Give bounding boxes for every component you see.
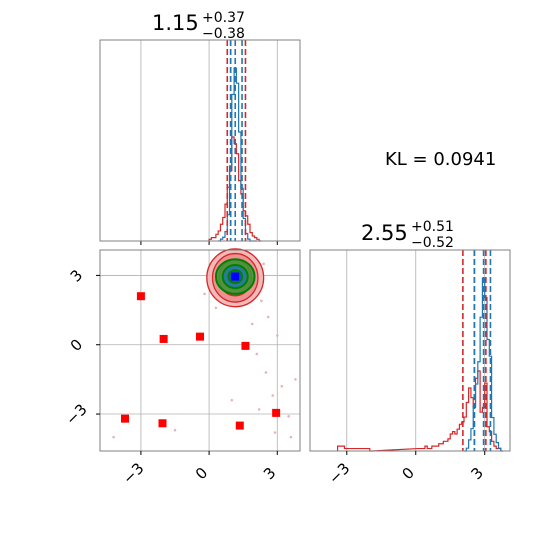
joint-y-tick-label: −3	[62, 400, 90, 428]
param2-title-plus: +0.51	[411, 219, 454, 235]
param1-quantile-lines	[226, 40, 247, 241]
joint-sample-point	[262, 262, 265, 266]
param1-title-plus: +0.37	[202, 10, 245, 26]
joint-red-square-marker	[196, 332, 204, 341]
param2-histogram-series-b	[336, 370, 502, 452]
param2-x-tick-label: 3	[467, 464, 486, 483]
param2-quantile-lines	[462, 250, 492, 451]
joint-sample-point	[275, 334, 279, 337]
param2-title-value: 2.55	[361, 221, 408, 245]
joint-sample-point	[230, 398, 234, 402]
joint-sample-point	[271, 394, 275, 397]
joint-sample-point	[203, 292, 206, 296]
joint-x-tick-label: 3	[260, 464, 279, 483]
param1-histogram-series-a	[218, 67, 257, 242]
param1-title-minus: −0.38	[202, 26, 245, 42]
joint-sample-point	[260, 299, 263, 303]
joint-sample-point	[266, 315, 270, 319]
param1-axes-frame	[99, 39, 301, 242]
joint-sample-point	[214, 306, 218, 310]
kl-divergence-label: KL = 0.0941	[385, 149, 496, 170]
param2-title-minus: −0.52	[411, 235, 454, 251]
joint-y-tick-label: 0	[67, 335, 86, 354]
joint-sample-point	[294, 378, 297, 381]
joint-true-point	[231, 272, 240, 281]
param1-marginal-panel: 1.15 +0.37 −0.38	[99, 10, 301, 245]
joint-sample-point	[287, 415, 290, 418]
joint-red-square-marker	[159, 334, 168, 343]
joint-red-square-marker	[121, 414, 129, 423]
joint-sample-point	[289, 435, 293, 439]
joint-x-tick-label: −3	[119, 459, 147, 487]
joint-sample-point	[273, 431, 277, 434]
param2-x-tick-label: 0	[398, 464, 417, 483]
joint-axes-frame	[99, 249, 301, 452]
joint-red-square-marker	[272, 408, 281, 417]
joint-red-square-markers	[121, 292, 281, 430]
joint-red-square-marker	[158, 419, 167, 428]
param1-title-value: 1.15	[152, 11, 199, 35]
joint-sample-point	[250, 322, 254, 326]
joint-y-ticks: −3 0 3	[62, 266, 100, 429]
param2-x-ticks: −3 0 3	[325, 451, 487, 488]
joint-sample-point	[257, 408, 261, 411]
joint-x-tick-label: 0	[192, 464, 211, 483]
param1-grid	[140, 40, 278, 241]
joint-sample-point	[173, 428, 177, 432]
joint-scatter-samples	[112, 260, 297, 439]
joint-red-square-marker	[241, 341, 250, 350]
param1-ticks	[140, 241, 278, 245]
param2-marginal-panel: 2.55 +0.51 −0.52 −3 0 3	[309, 219, 511, 488]
joint-sample-point	[280, 385, 284, 388]
joint-grid	[100, 250, 300, 451]
param2-axes-frame	[309, 249, 511, 452]
joint-red-square-marker	[235, 421, 244, 430]
joint-panel: −3 0 3 −3 0 3	[62, 248, 301, 488]
joint-sample-point	[264, 371, 268, 374]
joint-y-tick-label: 3	[67, 266, 86, 285]
joint-sample-point	[112, 435, 115, 439]
joint-red-square-marker	[136, 292, 145, 301]
joint-x-ticks: −3 0 3	[119, 451, 279, 488]
param2-x-tick-label: −3	[325, 459, 353, 487]
joint-sample-point	[255, 352, 259, 356]
